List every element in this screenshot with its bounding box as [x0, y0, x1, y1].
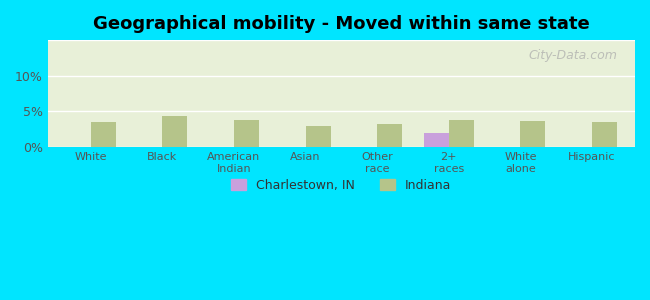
Legend: Charlestown, IN, Indiana: Charlestown, IN, Indiana: [226, 173, 456, 196]
Bar: [234, 120, 259, 147]
Bar: [521, 122, 545, 147]
Bar: [306, 126, 331, 147]
Text: City-Data.com: City-Data.com: [528, 49, 618, 62]
Title: Geographical mobility - Moved within same state: Geographical mobility - Moved within sam…: [93, 15, 590, 33]
Bar: [162, 116, 187, 147]
Bar: [91, 122, 116, 147]
Bar: [592, 122, 617, 147]
Bar: [424, 133, 448, 147]
Bar: [448, 120, 474, 147]
Bar: [377, 124, 402, 147]
